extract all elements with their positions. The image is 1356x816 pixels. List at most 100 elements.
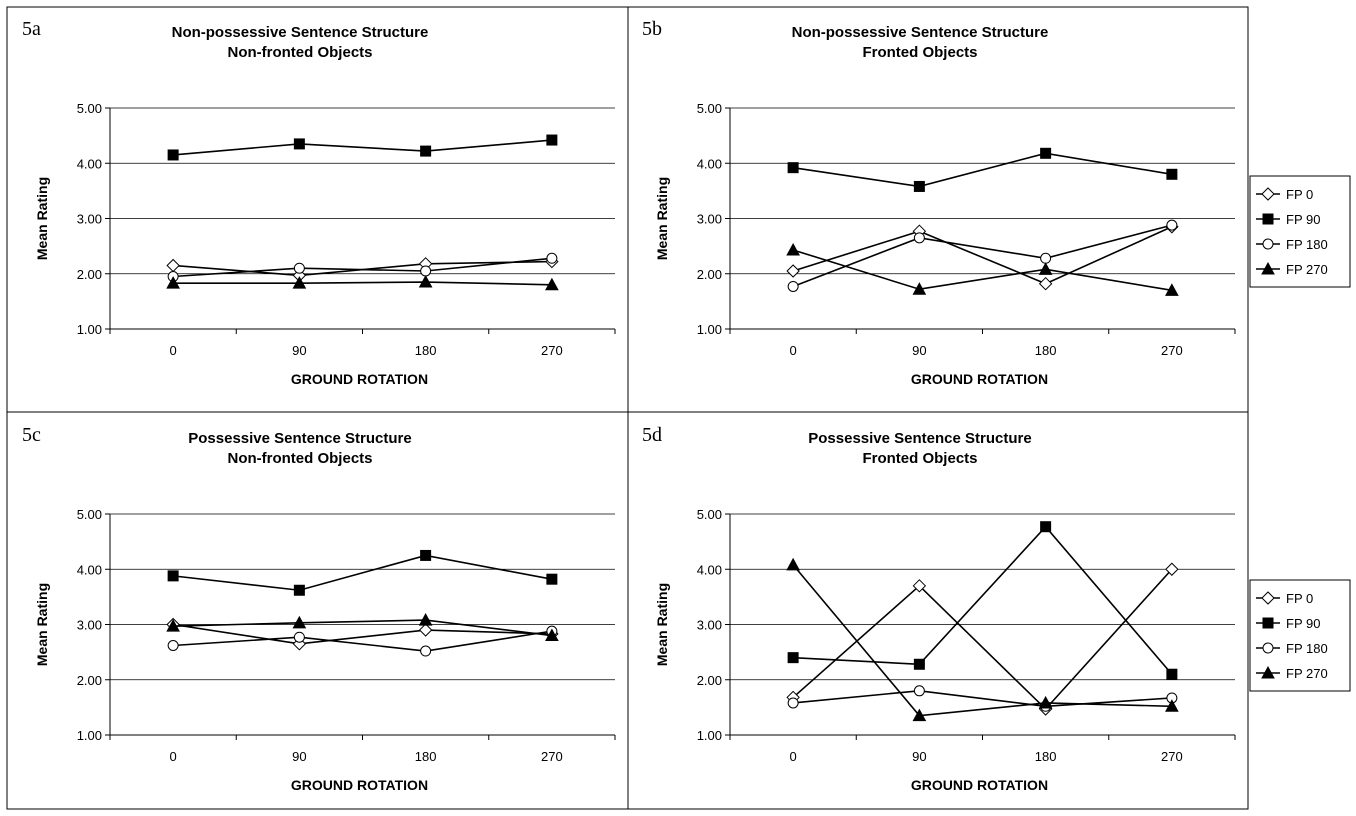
y-tick-label: 1.00 — [77, 322, 102, 337]
y-axis-title: Mean Rating — [34, 583, 50, 666]
y-tick-label: 4.00 — [697, 156, 722, 171]
series-line — [793, 689, 1172, 708]
series-fp-270 — [786, 242, 1179, 296]
panel-label: 5b — [642, 18, 662, 40]
data-point — [420, 645, 432, 657]
y-tick-label: 4.00 — [77, 156, 102, 171]
data-point — [1166, 219, 1178, 231]
y-tick-label: 2.00 — [77, 267, 102, 282]
data-point — [787, 697, 799, 709]
series-fp-180 — [787, 219, 1178, 292]
x-tick-label: 270 — [541, 749, 563, 764]
legend-item: FP 180 — [1256, 237, 1328, 252]
chart-title-line: Fronted Objects — [862, 44, 977, 61]
y-tick-label: 2.00 — [77, 673, 102, 688]
data-point — [1040, 521, 1052, 533]
y-tick-label: 5.00 — [697, 507, 722, 522]
series-fp-0 — [786, 562, 1179, 716]
series-line — [173, 554, 553, 592]
series-fp-90 — [787, 521, 1178, 680]
data-point — [545, 277, 559, 291]
y-axis-title: Mean Rating — [34, 177, 50, 260]
data-point — [293, 631, 305, 643]
series-line — [173, 630, 552, 652]
panels: 5a Non-possessive Sentence Structure Non-f… — [22, 18, 1236, 793]
data-point — [786, 264, 800, 278]
data-point — [913, 685, 925, 697]
series-fp-90 — [167, 549, 558, 596]
x-tick-label: 0 — [790, 343, 797, 358]
data-point — [786, 242, 800, 256]
legend-label: FP 180 — [1286, 641, 1328, 656]
legend-item: FP 90 — [1256, 212, 1320, 227]
series-line — [173, 623, 552, 645]
series-fp-270 — [166, 613, 559, 642]
legend-label: FP 180 — [1286, 237, 1328, 252]
y-tick-label: 3.00 — [697, 212, 722, 227]
x-tick-label: 180 — [415, 343, 437, 358]
series-line — [792, 249, 1173, 292]
data-point — [912, 282, 927, 295]
x-tick-label: 180 — [1035, 749, 1057, 764]
chart-title-line: Possessive Sentence Structure — [188, 430, 411, 447]
data-point — [546, 573, 558, 585]
series-fp-180 — [787, 685, 1178, 712]
series-fp-270 — [166, 274, 559, 291]
legend-label: FP 0 — [1286, 591, 1313, 606]
data-point — [546, 252, 558, 264]
chart-title-line: Non-fronted Objects — [228, 44, 373, 61]
legends: FP 0 FP 90 FP 180 FP 270 FP 0 FP 90 FP 180 FP 2… — [1249, 175, 1351, 692]
legend-label: FP 0 — [1286, 187, 1313, 202]
series-line — [173, 139, 552, 156]
data-point — [1166, 168, 1178, 180]
series-line — [792, 224, 1173, 288]
y-tick-label: 4.00 — [697, 562, 722, 577]
chart-panel-5b: 5b Non-possessive Sentence Structure Front… — [642, 18, 1236, 387]
legend-marker — [1262, 642, 1274, 654]
y-tick-label: 5.00 — [77, 507, 102, 522]
data-point — [293, 262, 305, 274]
series-line — [173, 619, 552, 637]
data-point — [1038, 695, 1053, 709]
series-line — [792, 226, 1173, 285]
y-tick-label: 2.00 — [697, 267, 722, 282]
data-point — [787, 280, 799, 292]
panel-label: 5a — [22, 18, 41, 40]
panel-label: 5d — [642, 424, 662, 446]
chart-title-line: Fronted Objects — [862, 450, 977, 467]
legend-marker — [1262, 617, 1274, 629]
data-point — [293, 584, 305, 596]
data-point — [912, 579, 927, 593]
legend-label: FP 90 — [1286, 616, 1320, 631]
data-point — [420, 145, 432, 157]
y-axis-title: Mean Rating — [654, 583, 670, 666]
data-point — [293, 138, 305, 150]
panel-borders — [6, 6, 1249, 810]
chart-title-line: Possessive Sentence Structure — [808, 430, 1031, 447]
data-point — [167, 639, 179, 651]
panel-label: 5c — [22, 424, 41, 446]
y-tick-label: 3.00 — [697, 618, 722, 633]
data-point — [418, 623, 433, 637]
data-point — [1166, 668, 1178, 680]
series-line — [793, 525, 1173, 675]
x-tick-label: 90 — [292, 749, 306, 764]
data-point — [912, 708, 927, 722]
data-point — [166, 258, 180, 273]
y-tick-label: 4.00 — [77, 562, 102, 577]
legend-label: FP 270 — [1286, 666, 1328, 681]
legend: FP 0 FP 90 FP 180 FP 270 — [1249, 175, 1351, 288]
series-line — [793, 152, 1173, 188]
series-line — [792, 564, 1172, 717]
legend-marker — [1261, 187, 1275, 201]
legend-marker — [1261, 665, 1275, 679]
x-tick-label: 180 — [1035, 343, 1057, 358]
y-tick-label: 1.00 — [697, 728, 722, 743]
series-fp-90 — [787, 147, 1178, 192]
series-fp-180 — [167, 252, 558, 283]
legend-marker — [1262, 213, 1274, 225]
legend-marker — [1261, 591, 1275, 605]
data-point — [167, 570, 179, 582]
data-point — [1040, 147, 1052, 159]
series-line — [173, 257, 552, 278]
